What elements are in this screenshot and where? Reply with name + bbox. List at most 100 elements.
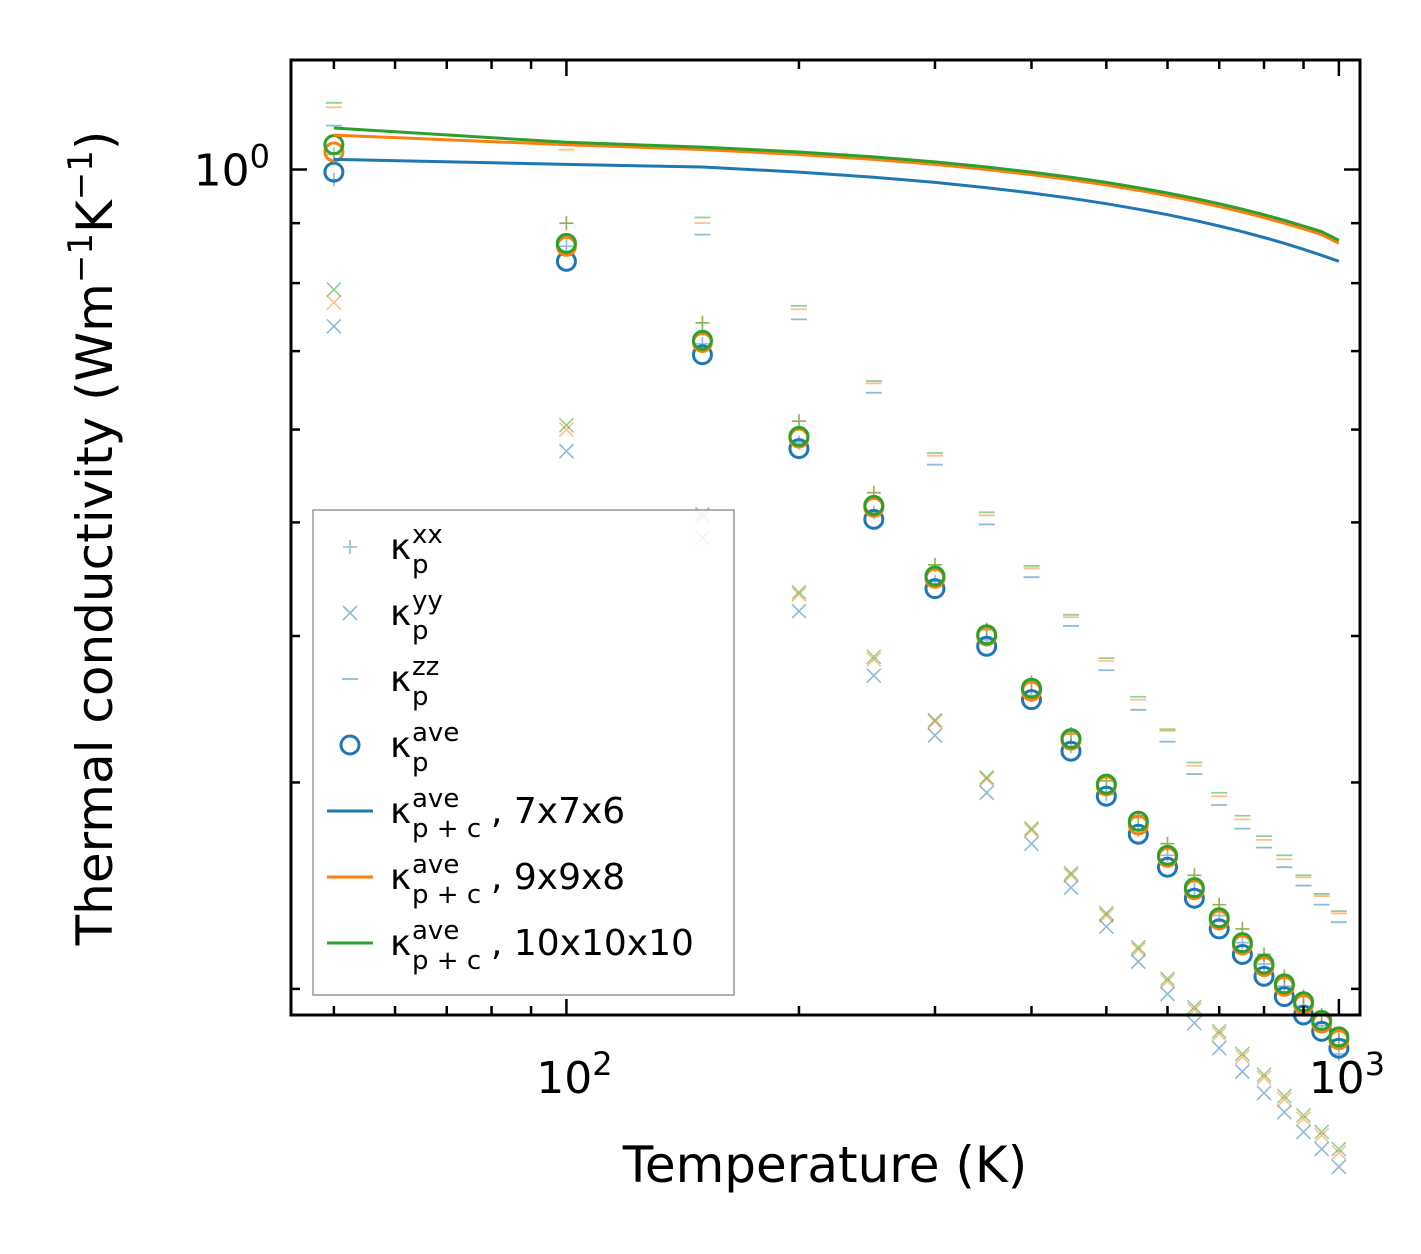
point-x--p-yy-10x10x10	[1130, 939, 1146, 955]
point-x--p-yy-7x7x6	[1130, 954, 1146, 970]
point-x--p-yy-9x9x8	[1063, 867, 1079, 883]
point-circle--p-ave-10x10x10	[863, 494, 885, 516]
point-x--p-yy-7x7x6	[791, 603, 807, 619]
point-circle--p-ave-7x7x6	[1208, 918, 1230, 940]
plot-frame	[289, 58, 1362, 1017]
point-x--p-yy-7x7x6	[866, 668, 882, 684]
point-circle--p-ave-10x10x10	[1060, 728, 1082, 750]
point-plus--p-xx-7x7x6	[1235, 935, 1250, 950]
series-line--p-c-ave-7x7x6	[333, 157, 1340, 263]
point-plus--p-xx-10x10x10	[791, 414, 806, 429]
y-axis-label: Thermal conductivity (Wm−1K−1)	[61, 131, 124, 947]
point-circle--p-ave-7x7x6	[1273, 986, 1295, 1008]
point-x--p-yy-7x7x6	[1159, 986, 1176, 1002]
point-circle--p-ave-10x10x10	[976, 624, 998, 646]
point-circle--p-ave-7x7x6	[1253, 965, 1275, 987]
point-x--p-yy-10x10x10	[558, 417, 574, 433]
point-circle--p-ave-10x10x10	[1157, 844, 1179, 866]
point-circle--p-ave-10x10x10	[1273, 973, 1295, 995]
legend-circle-marker	[339, 734, 361, 756]
point-circle--p-ave-7x7x6	[1328, 1037, 1350, 1059]
legend-label: κxx p	[390, 520, 443, 580]
point-x--p-yy-10x10x10	[927, 712, 943, 728]
point-x--p-yy-7x7x6	[1276, 1104, 1292, 1120]
point-circle--p-ave-9x9x8	[323, 141, 345, 163]
point-circle--p-ave-7x7x6	[1020, 689, 1042, 711]
legend-label: κave p + c, 7x7x6	[390, 784, 625, 844]
point-circle--p-ave-10x10x10	[1231, 932, 1253, 954]
point-x--p-yy-9x9x8	[1256, 1070, 1272, 1086]
point-x--p-yy-9x9x8	[1314, 1127, 1330, 1143]
point-x--p-yy-10x10x10	[1159, 971, 1176, 987]
point-x--p-yy-7x7x6	[1314, 1141, 1330, 1157]
point-x--p-yy-7x7x6	[1023, 836, 1040, 852]
point-circle--p-ave-10x10x10	[1253, 953, 1275, 975]
point-plus--p-xx-10x10x10	[559, 216, 574, 231]
point-x--p-yy-7x7x6	[1211, 1040, 1227, 1056]
point-x--p-yy-9x9x8	[1098, 907, 1114, 924]
point-x--p-yy-7x7x6	[558, 443, 574, 459]
point-x--p-yy-7x7x6	[326, 318, 342, 334]
point-circle--p-ave-7x7x6	[1231, 943, 1253, 965]
point-circle--p-ave-10x10x10	[1208, 907, 1230, 929]
y-tick-label: 100	[194, 138, 270, 197]
point-circle--p-ave-10x10x10	[555, 232, 577, 254]
point-circle--p-ave-10x10x10	[1095, 773, 1117, 795]
point-circle--p-ave-7x7x6	[788, 438, 810, 460]
point-x--p-yy-10x10x10	[1256, 1067, 1272, 1083]
point-x--p-yy-7x7x6	[1234, 1064, 1250, 1080]
legend-box	[312, 509, 735, 996]
point-x--p-yy-9x9x8	[1023, 822, 1040, 839]
point-x--p-yy-9x9x8	[979, 771, 995, 787]
point-x--p-yy-7x7x6	[1295, 1124, 1312, 1140]
point-x--p-yy-9x9x8	[1276, 1091, 1292, 1107]
point-circle--p-ave-7x7x6	[323, 161, 345, 183]
point-x--p-yy-9x9x8	[326, 295, 342, 311]
point-circle--p-ave-7x7x6	[924, 578, 946, 600]
legend-label: κave p + c, 9x9x8	[390, 850, 625, 910]
point-circle--p-ave-10x10x10	[1311, 1009, 1333, 1031]
point-x--p-yy-9x9x8	[1234, 1049, 1250, 1065]
point-x--p-yy-10x10x10	[979, 769, 995, 785]
tick-labels: 102 103 100	[194, 138, 1385, 1104]
point-x--p-yy-7x7x6	[1063, 880, 1079, 896]
legend-x-marker	[342, 605, 358, 621]
point-plus--p-xx-10x10x10	[695, 315, 710, 330]
point-circle--p-ave-7x7x6	[976, 635, 998, 657]
point-x--p-yy-10x10x10	[326, 281, 342, 298]
point-circle--p-ave-10x10x10	[788, 425, 810, 447]
legend-label: κave p	[390, 718, 459, 778]
series-line--p-c-ave-9x9x8	[333, 133, 1340, 245]
legend-label: κyy p	[390, 586, 443, 646]
point-circle--p-ave-7x7x6	[691, 344, 713, 366]
point-circle--p-ave-10x10x10	[924, 565, 946, 587]
point-x--p-yy-10x10x10	[1186, 999, 1202, 1015]
x-tick-label: 103	[1309, 1045, 1385, 1104]
point-circle--p-ave-7x7x6	[863, 508, 885, 530]
data-marks	[323, 101, 1350, 1175]
point-circle--p-ave-10x10x10	[1127, 810, 1149, 832]
point-x--p-yy-9x9x8	[927, 714, 943, 730]
legend-label: κave p + c, 10x10x10	[390, 916, 694, 976]
point-x--p-yy-10x10x10	[1295, 1107, 1312, 1123]
point-x--p-yy-10x10x10	[1331, 1141, 1347, 1157]
point-circle--p-ave-10x10x10	[1020, 677, 1042, 699]
series-line--p-c-ave-10x10x10	[333, 126, 1340, 242]
point-circle--p-ave-7x7x6	[1127, 823, 1149, 845]
legend-label: κzz p	[390, 652, 439, 712]
point-x--p-yy-7x7x6	[1331, 1159, 1347, 1175]
point-x--p-yy-9x9x8	[558, 422, 574, 438]
legend-plus-marker	[343, 540, 357, 554]
point-x--p-yy-10x10x10	[1098, 905, 1114, 921]
point-x--p-yy-9x9x8	[1331, 1145, 1347, 1161]
point-x--p-yy-7x7x6	[1256, 1085, 1272, 1101]
point-x--p-yy-9x9x8	[866, 651, 882, 668]
point-x--p-yy-9x9x8	[1211, 1026, 1227, 1042]
point-x--p-yy-10x10x10	[1023, 821, 1040, 837]
point-circle--p-ave-7x7x6	[1183, 887, 1205, 909]
point-x--p-yy-7x7x6	[927, 727, 943, 744]
point-circle--p-ave-7x7x6	[1060, 740, 1082, 762]
x-axis-label: Temperature (K)	[622, 1136, 1027, 1194]
